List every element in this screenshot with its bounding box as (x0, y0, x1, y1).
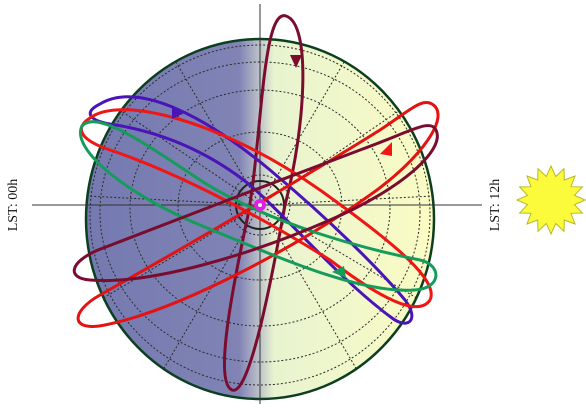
orbit-direction-arrows (172, 55, 392, 278)
meridian (259, 195, 434, 206)
meridian (259, 51, 351, 206)
arrow-left-icon (380, 142, 392, 156)
orbit-track (79, 120, 438, 292)
arrow-right-icon (172, 105, 184, 119)
meridian (107, 101, 261, 206)
arrow-down-icon (290, 55, 302, 68)
orbit-track (223, 14, 305, 392)
orbit-track (79, 108, 433, 309)
meridian (259, 204, 361, 376)
grid-ring-4 (99, 61, 421, 363)
orbit-track (88, 95, 414, 325)
arrow-left-icon (332, 266, 346, 278)
meridian (259, 101, 413, 206)
pole-marker-icon (254, 199, 266, 211)
orbit-track (76, 101, 440, 328)
meridian (99, 204, 261, 301)
sun-icon (515, 164, 586, 236)
label-lst-12h: LST: 12h (488, 179, 503, 232)
label-lst-00h: LST: 00h (6, 179, 21, 232)
meridian (259, 204, 421, 301)
orbit-tracks (72, 14, 440, 392)
sun-star-shape (515, 164, 586, 236)
orbit-track (72, 124, 439, 283)
